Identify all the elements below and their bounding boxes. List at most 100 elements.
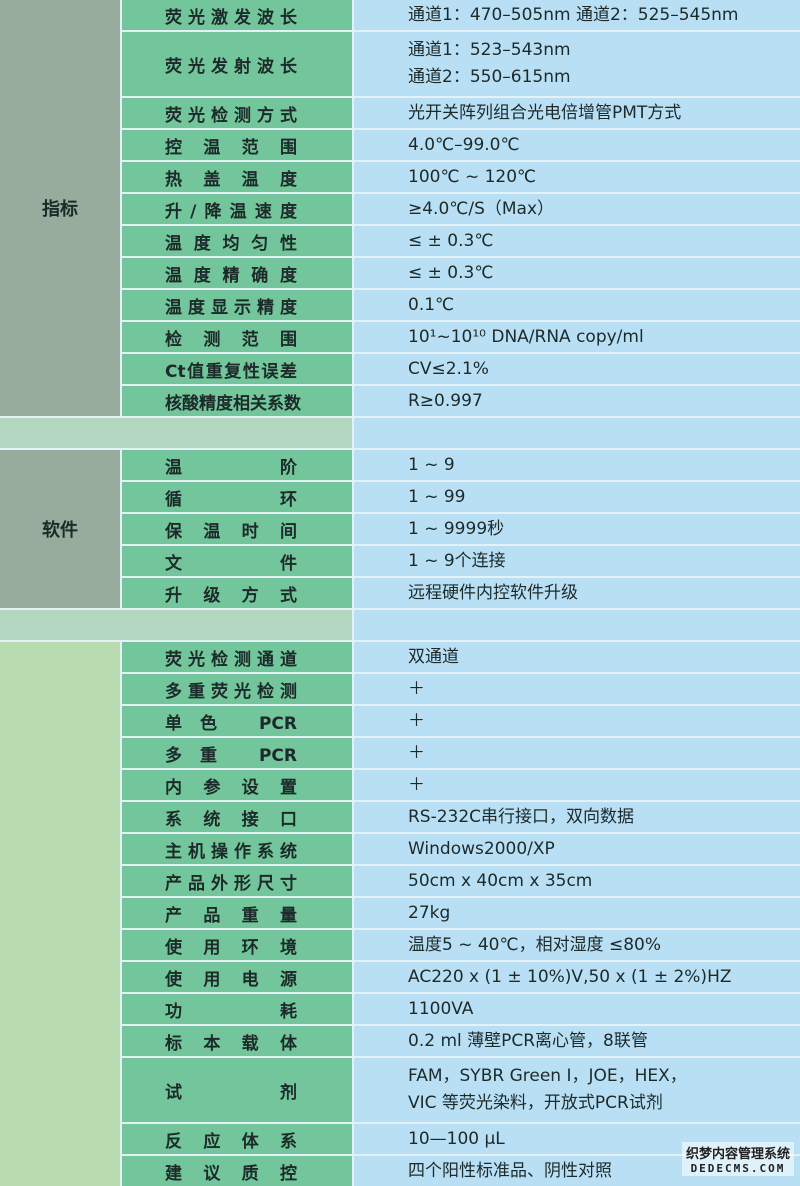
- row-value: 通道1：470–505nm 通道2：525–545nm: [354, 0, 800, 30]
- row-label: 热盖温度: [122, 162, 352, 192]
- row-label-text: 功耗: [165, 1001, 297, 1022]
- row-value: AC220 x (1 ± 10%)V,50 x (1 ± 2%)HZ: [354, 962, 800, 992]
- row-label-text: 升/降温速度: [165, 201, 297, 222]
- row-value-text: ≥4.0℃/S（Max）: [408, 198, 555, 219]
- row-value-text: 1 ~ 9个连接: [408, 550, 506, 571]
- row-value-text: 1 ~ 9: [408, 454, 455, 475]
- row-value: 远程硬件内控软件升级: [354, 578, 800, 608]
- row-value-text: VIC 等荧光染料，开放式PCR试剂: [408, 1093, 663, 1113]
- row-label-text: 升级方式: [165, 585, 297, 606]
- row-value: FAM，SYBR Green Ⅰ，JOE，HEX， VIC 等荧光染料，开放式PC…: [354, 1058, 800, 1122]
- row-value-text: ≤ ± 0.3℃: [408, 230, 494, 251]
- row-label-text: 试剂: [165, 1082, 297, 1103]
- row-value-text: CV≤2.1%: [408, 358, 489, 379]
- row-label-text: 多重 PCR: [165, 745, 297, 766]
- row-label-text: 循环: [165, 489, 297, 510]
- row-value-text: 1100VA: [408, 998, 474, 1019]
- row-label-text: 主机操作系统: [165, 841, 297, 862]
- row-value: 1 ~ 99: [354, 482, 800, 512]
- section-category: [0, 642, 120, 1186]
- section-spacer: [354, 418, 800, 448]
- row-label: 产品外形尺寸: [122, 866, 352, 896]
- watermark-logo: 织梦内容管理系统 DEDECMS.COM: [681, 1142, 794, 1176]
- section-spacer: [0, 610, 352, 640]
- row-value-text: R≥0.997: [408, 390, 483, 411]
- section-category: 指标: [0, 0, 120, 416]
- row-label: 标本载体: [122, 1026, 352, 1056]
- row-label: 试剂: [122, 1058, 352, 1122]
- watermark-text: 织梦内容管理系统: [685, 1147, 790, 1162]
- row-label: Ct值重复性误差: [122, 354, 352, 384]
- row-value-text: ＋: [408, 678, 425, 699]
- row-label: 系统接口: [122, 802, 352, 832]
- row-value: 光开关阵列组合光电倍增管PMT方式: [354, 98, 800, 128]
- row-label: 核酸精度相关系数: [122, 386, 352, 416]
- row-label-text: 荧光检测通道: [165, 649, 297, 670]
- row-label: 反应体系: [122, 1124, 352, 1154]
- row-label: 使用环境: [122, 930, 352, 960]
- row-value-text: 10—100 μL: [408, 1128, 505, 1149]
- row-label: 检测范围: [122, 322, 352, 352]
- row-value: ＋: [354, 706, 800, 736]
- row-value-text: FAM，SYBR Green Ⅰ，JOE，HEX，: [408, 1066, 687, 1086]
- row-value: Windows2000/XP: [354, 834, 800, 864]
- row-value-text: 四个阳性标准品、阴性对照: [408, 1160, 612, 1181]
- row-value: ＋: [354, 674, 800, 704]
- row-label-text: 热盖温度: [165, 169, 297, 190]
- row-label-text: 内参设置: [165, 777, 297, 798]
- row-value-text: 0.2 ml 薄壁PCR离心管，8联管: [408, 1030, 648, 1051]
- row-value: 通道1：523–543nm 通道2：550–615nm: [354, 32, 800, 96]
- row-label: 荧光检测方式: [122, 98, 352, 128]
- row-label: 产品重量: [122, 898, 352, 928]
- row-value-text: 通道2：550–615nm: [408, 67, 571, 87]
- row-value-text: 远程硬件内控软件升级: [408, 582, 578, 603]
- row-label-text: 温度均匀性: [165, 233, 297, 254]
- row-value: 1 ~ 9个连接: [354, 546, 800, 576]
- row-label-text: 反应体系: [165, 1131, 297, 1152]
- row-label: 多重 PCR: [122, 738, 352, 768]
- row-value-text: 10¹~10¹⁰ DNA/RNA copy/ml: [408, 326, 644, 347]
- row-value-text: 通道1：523–543nm: [408, 40, 571, 60]
- row-label: 建议质控: [122, 1156, 352, 1186]
- row-label: 循环: [122, 482, 352, 512]
- row-label-text: 荧光检测方式: [165, 105, 297, 126]
- row-label-text: 温阶: [165, 457, 297, 478]
- row-label: 内参设置: [122, 770, 352, 800]
- row-label-text: 核酸精度相关系数: [165, 393, 301, 414]
- row-value-text: Windows2000/XP: [408, 838, 555, 859]
- row-label: 单色 PCR: [122, 706, 352, 736]
- row-label-text: 荧光激发波长: [165, 7, 297, 28]
- row-value-text: ＋: [408, 742, 425, 763]
- row-value-text: 0.1℃: [408, 294, 455, 315]
- row-value-text: 温度5 ~ 40℃，相对湿度 ≤80%: [408, 934, 662, 955]
- row-label: 功耗: [122, 994, 352, 1024]
- row-value-text: 通道1：470–505nm 通道2：525–545nm: [408, 4, 739, 25]
- row-value: 4.0℃–99.0℃: [354, 130, 800, 160]
- row-label-text: 多重荧光检测: [165, 681, 297, 702]
- row-label-text: 标本载体: [165, 1033, 297, 1054]
- row-label: 升级方式: [122, 578, 352, 608]
- row-label: 使用电源: [122, 962, 352, 992]
- row-label: 主机操作系统: [122, 834, 352, 864]
- row-value-text: 4.0℃–99.0℃: [408, 134, 520, 155]
- row-label: 荧光发射波长: [122, 32, 352, 96]
- row-value-text: ＋: [408, 710, 425, 731]
- row-label-text: Ct值重复性误差: [165, 361, 297, 382]
- section-spacer: [354, 610, 800, 640]
- section-category: 软件: [0, 450, 120, 608]
- row-label-text: 建议质控: [165, 1163, 297, 1184]
- row-value: 1100VA: [354, 994, 800, 1024]
- row-label-text: 使用环境: [165, 937, 297, 958]
- row-label: 保温时间: [122, 514, 352, 544]
- row-value: 0.1℃: [354, 290, 800, 320]
- row-label-text: 荧光发射波长: [165, 56, 297, 77]
- row-value-text: 100℃ ~ 120℃: [408, 166, 537, 187]
- row-label-text: 单色 PCR: [165, 713, 297, 734]
- row-value-text: ≤ ± 0.3℃: [408, 262, 494, 283]
- row-value: RS-232C串行接口，双向数据: [354, 802, 800, 832]
- row-label-text: 产品重量: [165, 905, 297, 926]
- row-value: ≤ ± 0.3℃: [354, 258, 800, 288]
- row-value: ＋: [354, 738, 800, 768]
- row-value: 0.2 ml 薄壁PCR离心管，8联管: [354, 1026, 800, 1056]
- row-label-text: 检测范围: [165, 329, 297, 350]
